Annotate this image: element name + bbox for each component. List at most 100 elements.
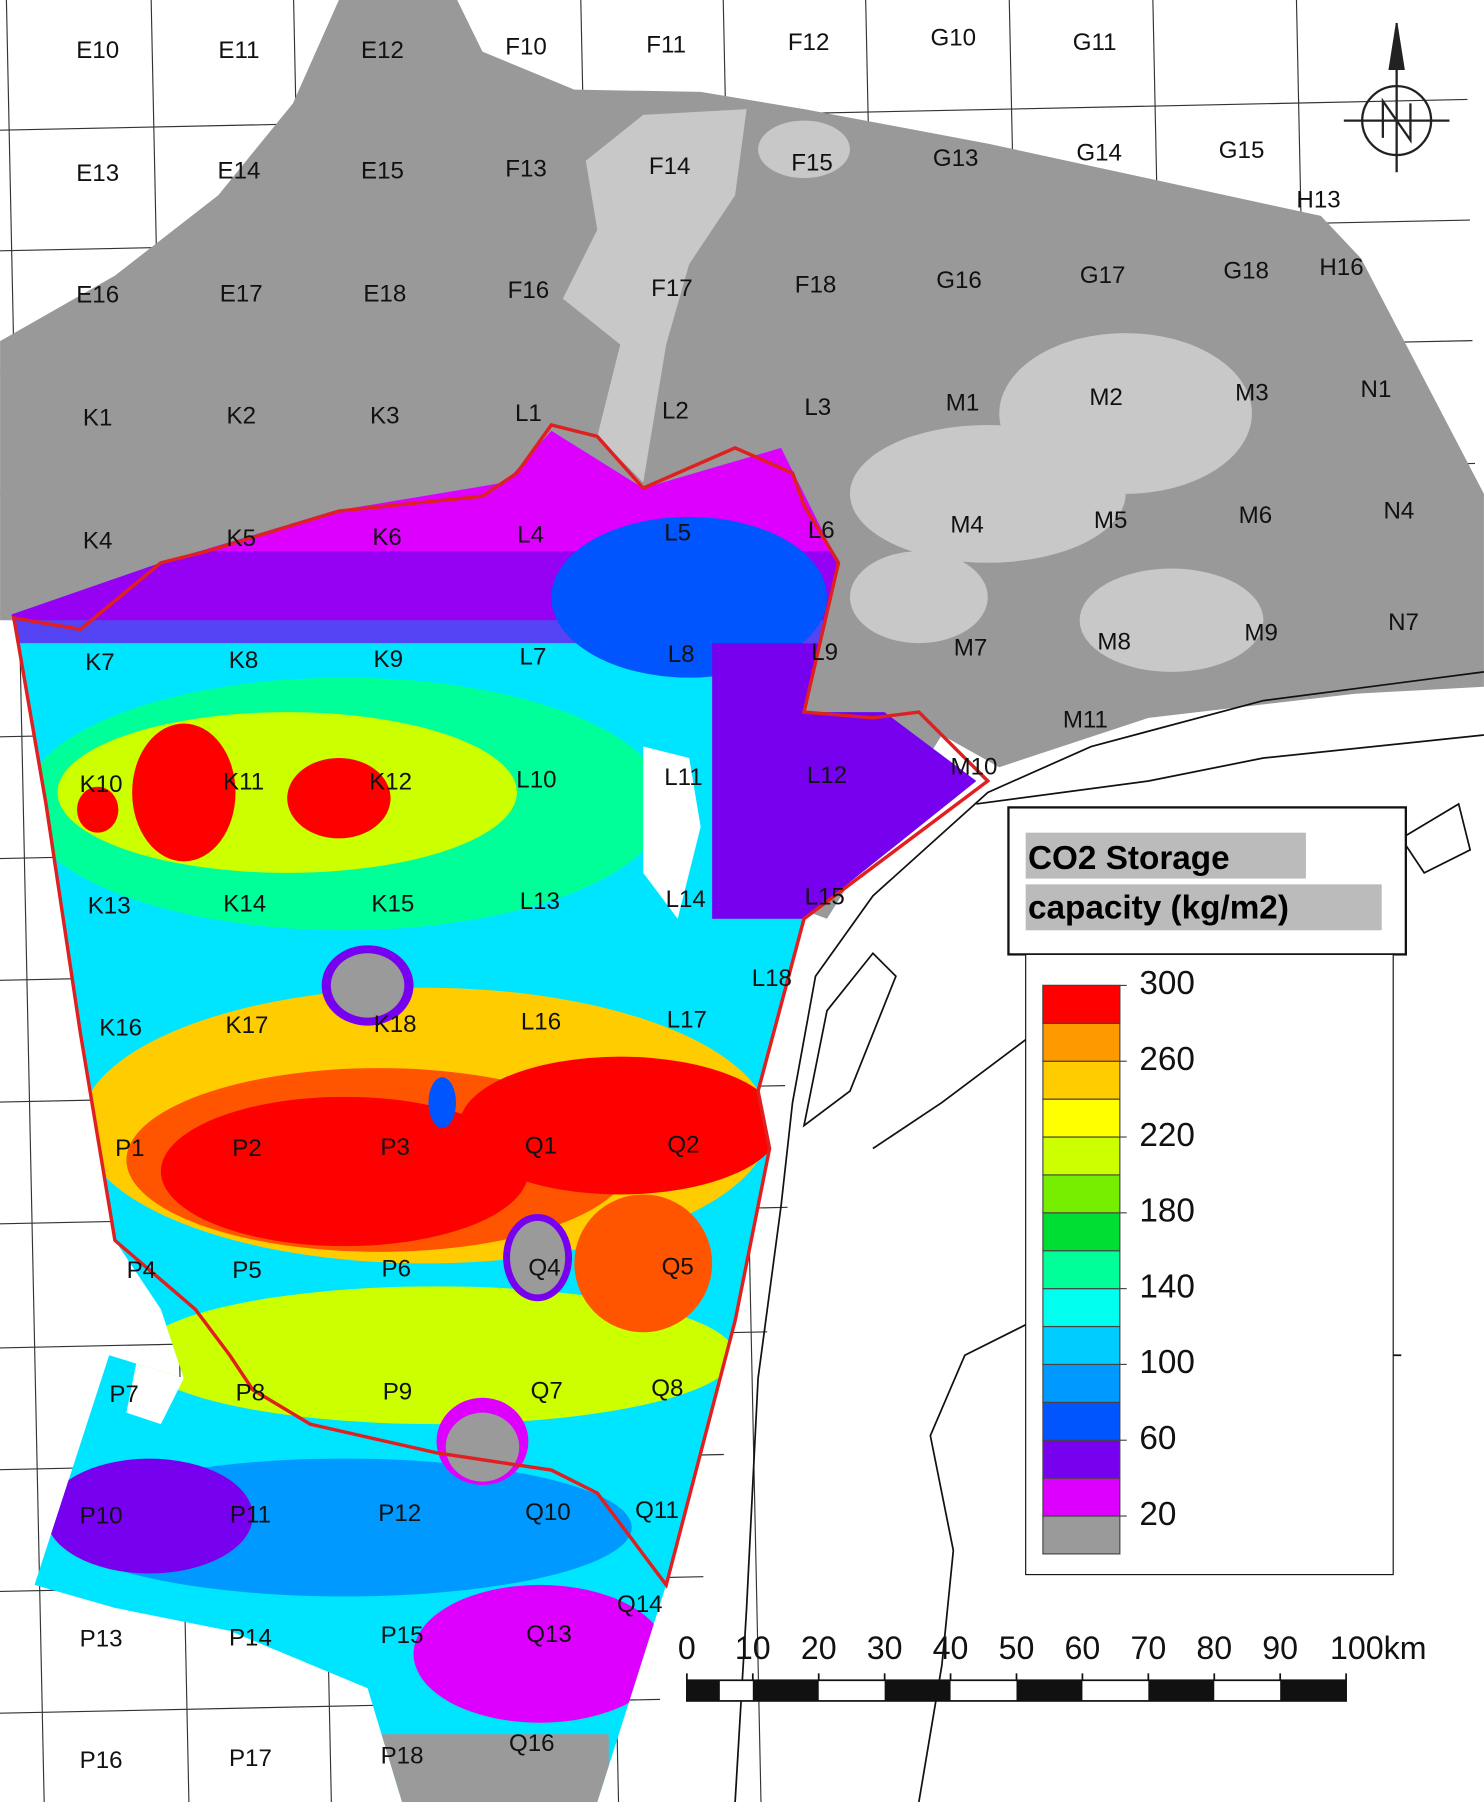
block-label: L15 — [805, 884, 845, 911]
block-label: M1 — [946, 390, 980, 417]
block-label: P12 — [378, 1500, 421, 1527]
block-label: Q10 — [525, 1499, 571, 1526]
block-label: M3 — [1235, 379, 1269, 406]
legend-swatch — [1042, 1363, 1121, 1403]
block-label: K2 — [227, 402, 257, 429]
block-label: K7 — [85, 649, 115, 676]
block-label: E11 — [218, 37, 259, 64]
block-label: L13 — [520, 888, 560, 915]
block-label: M7 — [954, 634, 987, 661]
block-label: G17 — [1080, 262, 1126, 289]
block-label: H16 — [1319, 254, 1363, 281]
block-label: P13 — [80, 1625, 123, 1652]
scale-label: 80 — [1196, 1630, 1232, 1666]
block-label: F17 — [651, 275, 693, 302]
block-label: L16 — [521, 1009, 561, 1036]
scale-label: 40 — [933, 1630, 969, 1666]
block-label: K10 — [80, 771, 123, 798]
block-label: Q2 — [667, 1132, 699, 1159]
block-label: L8 — [668, 641, 695, 668]
block-label: L10 — [516, 766, 556, 793]
block-label: F11 — [646, 31, 686, 58]
block-label: G13 — [933, 145, 979, 172]
legend-swatch — [1042, 1439, 1121, 1479]
block-label: G18 — [1223, 258, 1269, 285]
block-label: F13 — [505, 155, 547, 182]
block-label: K8 — [229, 647, 259, 674]
legend-swatch — [1042, 1098, 1121, 1138]
block-label: Q16 — [509, 1730, 555, 1757]
legend-swatch — [1042, 1250, 1121, 1290]
legend-title: capacity (kg/m2) — [1028, 889, 1289, 926]
block-label: E17 — [220, 281, 263, 308]
block-label: Q14 — [617, 1591, 663, 1618]
block-label: L3 — [804, 394, 831, 421]
legend-title-highlight — [1025, 884, 1382, 931]
scale-label: 90 — [1262, 1630, 1298, 1666]
scale-label: 20 — [801, 1630, 837, 1666]
block-label: G11 — [1073, 29, 1117, 56]
scale-label: 30 — [867, 1630, 903, 1666]
block-label: K14 — [223, 890, 266, 917]
legend-tick-label: 180 — [1139, 1193, 1195, 1230]
block-label: E12 — [361, 37, 404, 64]
scale-segment — [884, 1680, 951, 1701]
block-label: L9 — [811, 639, 838, 666]
legend-tick-label: 100 — [1139, 1344, 1195, 1381]
block-label: Q7 — [531, 1377, 563, 1404]
block-label: H13 — [1296, 186, 1340, 213]
block-label: K17 — [226, 1012, 269, 1039]
block-label: K5 — [227, 525, 257, 552]
block-labels: E10 E11 E12 F10 F11 F12 G10 G11 E13 E14 E15 F13 F14 F… — [76, 24, 1419, 1774]
north-arrow — [1343, 22, 1450, 173]
legend-tick-label: 300 — [1139, 965, 1195, 1002]
legend-swatch — [1042, 984, 1121, 1024]
block-label: F16 — [508, 277, 550, 304]
legend-swatch — [1042, 1174, 1121, 1214]
block-label: L4 — [517, 522, 544, 549]
legend-tick-label: 220 — [1139, 1117, 1195, 1154]
block-label: M5 — [1094, 507, 1127, 534]
block-label: M8 — [1097, 629, 1130, 656]
scale-label: 10 — [735, 1630, 771, 1666]
block-label: M9 — [1244, 619, 1278, 646]
block-label: K13 — [88, 893, 131, 920]
block-label: Q8 — [651, 1375, 683, 1402]
block-label: E13 — [76, 160, 119, 187]
capacity-field — [11, 430, 977, 1802]
scale-segment — [1148, 1680, 1215, 1701]
block-label: Q5 — [662, 1253, 694, 1280]
block-label: F12 — [788, 29, 830, 56]
block-label: M11 — [1063, 707, 1108, 734]
block-label: P10 — [80, 1503, 123, 1530]
scale-label: 0 — [678, 1630, 696, 1666]
legend-tick-label: 20 — [1139, 1496, 1176, 1533]
block-label: F18 — [795, 271, 837, 298]
block-label: N4 — [1384, 498, 1415, 525]
block-label: Q4 — [528, 1254, 560, 1281]
legend-title-box — [1007, 806, 1407, 956]
block-label: G15 — [1219, 137, 1265, 164]
block-label: L17 — [667, 1006, 707, 1033]
scale-segment — [686, 1680, 720, 1701]
scale-label: 60 — [1065, 1630, 1101, 1666]
block-label: E15 — [361, 158, 404, 185]
legend-swatch — [1042, 1325, 1121, 1365]
colorbar: 20 60 100 140 180 220 260 300 — [1042, 965, 1195, 1555]
block-label: P2 — [232, 1135, 261, 1162]
block-label: G16 — [936, 267, 982, 294]
legend-tick-label: 260 — [1139, 1041, 1195, 1078]
block-label: M2 — [1089, 384, 1122, 411]
block-label: K12 — [369, 769, 412, 796]
block-label: P7 — [109, 1381, 139, 1408]
block-label: L6 — [808, 517, 835, 544]
block-label: K16 — [99, 1014, 142, 1041]
scale-bar: 0 10 20 30 40 50 60 70 80 90 100km — [678, 1630, 1427, 1702]
scale-label: 50 — [999, 1630, 1035, 1666]
block-label: P3 — [380, 1134, 410, 1161]
block-label: K3 — [370, 402, 400, 429]
block-label: G10 — [931, 24, 977, 51]
block-label: E16 — [76, 282, 119, 309]
